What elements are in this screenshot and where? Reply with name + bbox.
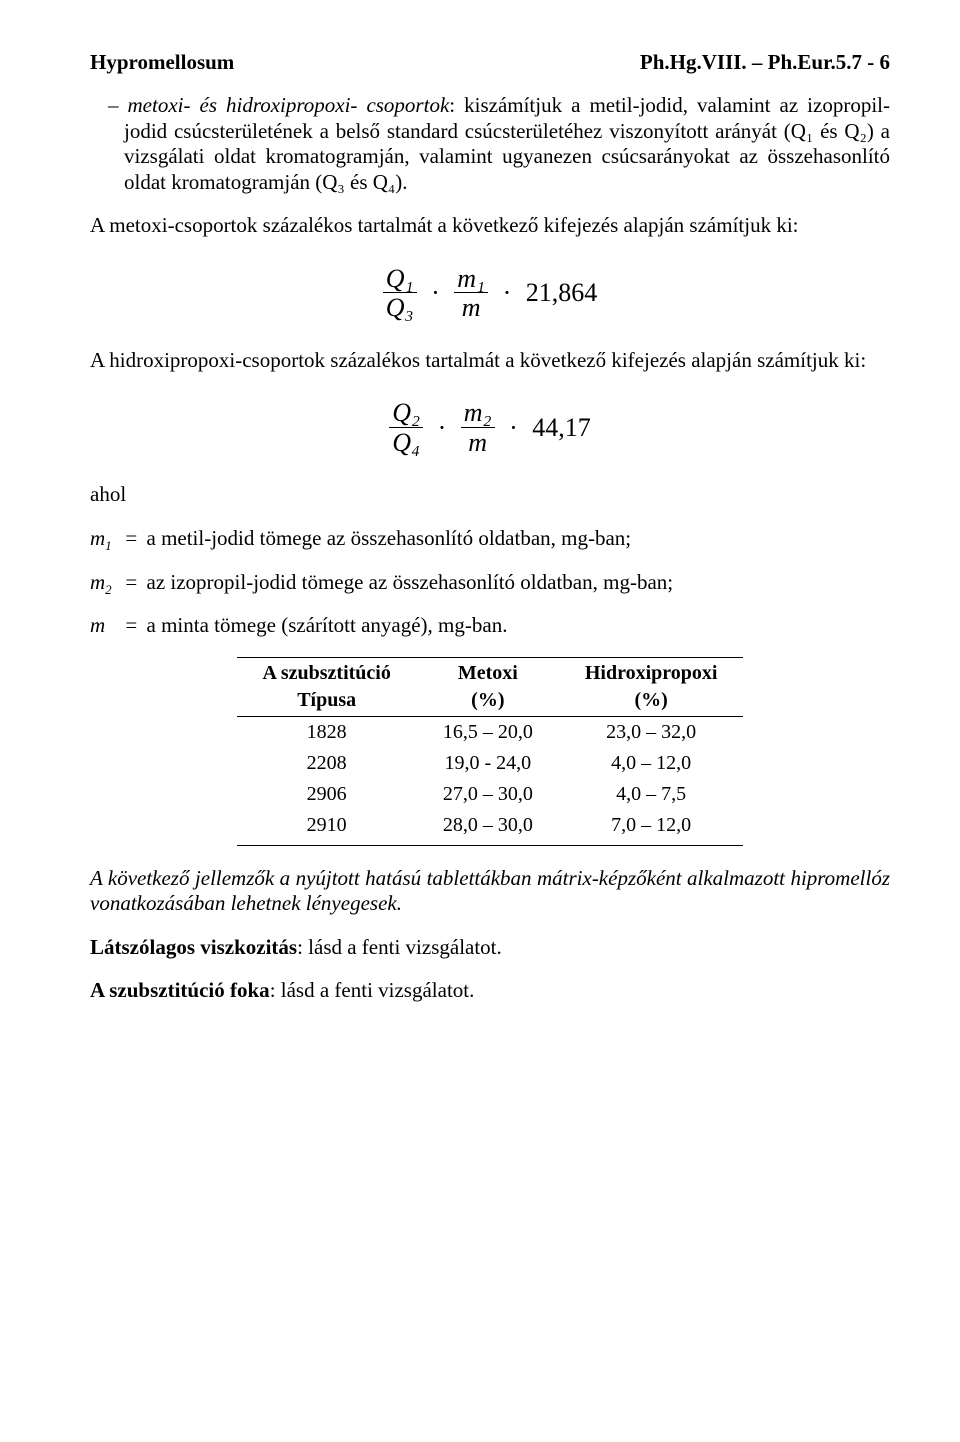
def-m: m = a minta tömege (szárított anyagé), m… <box>90 612 890 638</box>
cell: 2910 <box>237 810 417 846</box>
formula1-frac1: Q₁ Q₃ <box>383 265 417 322</box>
dot-op: · <box>503 278 512 308</box>
th-metoxi-a: Metoxi <box>417 657 559 689</box>
header-right: Ph.Hg.VIII. – Ph.Eur.5.7 - 6 <box>640 50 890 75</box>
table-row: 2208 19,0 - 24,0 4,0 – 12,0 <box>237 748 744 779</box>
p1-italic: metoxi- és hidroxipropoxi- csoportok <box>128 93 450 117</box>
formula-2: Q₂ Q₄ · m₂ m · 44,17 <box>90 399 890 456</box>
page-header: Hypromellosum Ph.Hg.VIII. – Ph.Eur.5.7 -… <box>90 50 890 75</box>
th-metoxi-b: (%) <box>417 689 559 717</box>
cell: 7,0 – 12,0 <box>559 810 744 846</box>
formula2-const: 44,17 <box>532 413 591 443</box>
th-type-b: Típusa <box>237 689 417 717</box>
p5-bold: Látszólagos viszkozitás <box>90 935 297 959</box>
formula-1: Q₁ Q₃ · m₁ m · 21,864 <box>90 265 890 322</box>
cell: 2208 <box>237 748 417 779</box>
th-hidroxi-b: (%) <box>559 689 744 717</box>
f1-num2: m₁ <box>457 264 485 293</box>
f1-den2: m <box>462 293 481 322</box>
cell: 28,0 – 30,0 <box>417 810 559 846</box>
cell: 23,0 – 32,0 <box>559 716 744 748</box>
paragraph-4: A következő jellemzők a nyújtott hatású … <box>90 866 890 917</box>
ahol-label: ahol <box>90 482 890 508</box>
table-row: 2910 28,0 – 30,0 7,0 – 12,0 <box>237 810 744 846</box>
f1-num1: Q₁ <box>386 264 414 293</box>
table-row: 1828 16,5 – 20,0 23,0 – 32,0 <box>237 716 744 748</box>
paragraph-1: metoxi- és hidroxipropoxi- csoportok: ki… <box>90 93 890 195</box>
paragraph-5: Látszólagos viszkozitás: lásd a fenti vi… <box>90 935 890 961</box>
p6-rest: : lásd a fenti vizsgálatot. <box>270 978 475 1002</box>
def-text-m2: az izopropil-jodid tömege az összehasonl… <box>147 570 674 594</box>
dot-op: · <box>438 413 447 443</box>
cell: 2906 <box>237 779 417 810</box>
formula2-frac2: m₂ m <box>461 399 495 456</box>
def-eq: = <box>121 525 141 551</box>
def-text-m: a minta tömege (szárított anyagé), mg-ba… <box>147 613 508 637</box>
def-eq: = <box>121 569 141 595</box>
th-type-a: A szubsztitúció <box>237 657 417 689</box>
definitions: m1 = a metil-jodid tömege az összehasonl… <box>90 525 890 638</box>
table-header-row: A szubsztitúció Metoxi Hidroxipropoxi <box>237 657 744 689</box>
cell: 4,0 – 12,0 <box>559 748 744 779</box>
dot-op: · <box>431 278 440 308</box>
f2-den1: Q₄ <box>392 428 420 457</box>
paragraph-6: A szubsztitúció foka: lásd a fenti vizsg… <box>90 978 890 1004</box>
def-text-m1: a metil-jodid tömege az összehasonlító o… <box>147 526 632 550</box>
dot-op: · <box>509 413 518 443</box>
substitution-table: A szubsztitúció Metoxi Hidroxipropoxi Tí… <box>237 657 744 846</box>
formula1-frac2: m₁ m <box>454 265 488 322</box>
cell: 16,5 – 20,0 <box>417 716 559 748</box>
cell: 19,0 - 24,0 <box>417 748 559 779</box>
paragraph-2: A metoxi-csoportok százalékos tartalmát … <box>90 213 890 239</box>
def-sym-m2: m2 <box>90 569 116 598</box>
f2-den2: m <box>468 428 487 457</box>
th-hidroxi-a: Hidroxipropoxi <box>559 657 744 689</box>
table-row: 2906 27,0 – 30,0 4,0 – 7,5 <box>237 779 744 810</box>
f1-den1: Q₃ <box>386 293 414 322</box>
def-m1: m1 = a metil-jodid tömege az összehasonl… <box>90 525 890 554</box>
formula2-frac1: Q₂ Q₄ <box>389 399 423 456</box>
paragraph-3: A hidroxipropoxi-csoportok százalékos ta… <box>90 348 890 374</box>
p6-bold: A szubsztitúció foka <box>90 978 270 1002</box>
header-left: Hypromellosum <box>90 50 234 75</box>
p5-rest: : lásd a fenti vizsgálatot. <box>297 935 502 959</box>
def-eq: = <box>121 612 141 638</box>
def-sym-m1: m1 <box>90 525 116 554</box>
f2-num1: Q₂ <box>392 398 420 427</box>
cell: 1828 <box>237 716 417 748</box>
def-m2: m2 = az izopropil-jodid tömege az összeh… <box>90 569 890 598</box>
table-header-row2: Típusa (%) (%) <box>237 689 744 717</box>
def-sym-m: m <box>90 612 116 638</box>
page: Hypromellosum Ph.Hg.VIII. – Ph.Eur.5.7 -… <box>0 0 960 1442</box>
formula1-const: 21,864 <box>526 278 598 308</box>
f2-num2: m₂ <box>464 398 492 427</box>
cell: 27,0 – 30,0 <box>417 779 559 810</box>
cell: 4,0 – 7,5 <box>559 779 744 810</box>
